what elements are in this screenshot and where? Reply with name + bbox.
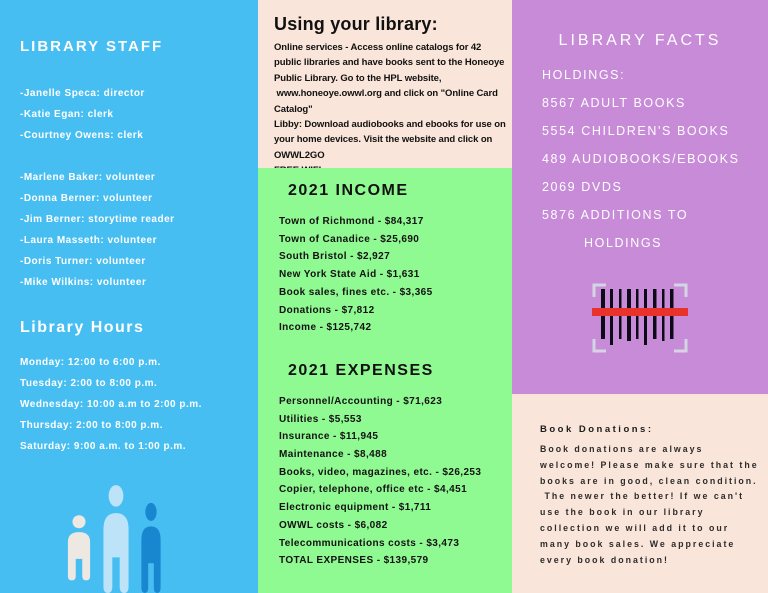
library-facts-title: LIBRARY FACTS [558, 32, 722, 49]
income-item: Town of Canadice - $25,690 [279, 233, 420, 245]
expense-item: Books, video, magazines, etc. - $26,253 [279, 466, 482, 478]
fact-item: HOLDINGS: [542, 68, 626, 82]
fact-item: 489 AUDIOBOOKS/EBOOKS [542, 152, 740, 166]
using-library-title: Using your library: [274, 14, 438, 34]
hours-item: Thursday: 2:00 to 8:00 p.m. [20, 420, 163, 431]
hours-item: Tuesday: 2:00 to 8:00 p.m. [20, 378, 158, 389]
fact-item: 5554 CHILDREN'S BOOKS [542, 124, 730, 138]
expense-item: Telecommunications costs - $3,473 [279, 537, 460, 549]
library-facts-section: LIBRARY FACTS HOLDINGS: 8567 ADULT BOOKS… [512, 0, 768, 394]
expense-item: Copier, telephone, office etc - $4,451 [279, 484, 468, 496]
income-item: Town of Richmond - $84,317 [279, 216, 424, 227]
hours-item: Wednesday: 10:00 a.m to 2:00 p.m. [20, 399, 202, 410]
income-item: Income - $125,742 [279, 322, 372, 334]
hours-title: Library Hours [20, 319, 145, 336]
hours-item: Saturday: 9:00 a.m. to 1:00 p.m. [20, 441, 187, 452]
staff-title: LIBRARY STAFF [20, 38, 164, 55]
left-panel: LIBRARY STAFF -Janelle Speca: director -… [0, 0, 258, 593]
book-donations-title: Book Donations: [540, 424, 654, 435]
income-item: Donations - $7,812 [279, 304, 375, 316]
people-group-icon [64, 484, 164, 593]
using-library-section: Using your library: Online services - Ac… [258, 0, 512, 176]
using-library-body: Online services - Access online catalogs… [274, 42, 506, 176]
income-title: 2021 INCOME [288, 182, 409, 199]
expense-item: Insurance - $11,945 [279, 431, 379, 443]
income-item: New York State Aid - $1,631 [279, 269, 420, 281]
expense-item: Electronic equipment - $1,711 [279, 502, 432, 514]
expense-item: Personnel/Accounting - $71,623 [279, 395, 443, 407]
hours-list: Monday: 12:00 to 6:00 p.m. Tuesday: 2:00… [20, 352, 244, 457]
expenses-list: Personnel/Accounting - $71,623 Utilities… [279, 393, 512, 570]
income-list: Town of Richmond - $84,317 Town of Canad… [279, 213, 512, 337]
expense-item: Utilities - $5,553 [279, 413, 362, 425]
middle-panel: Using your library: Online services - Ac… [258, 0, 512, 593]
staff-list: -Janelle Speca: director -Katie Egan: cl… [20, 83, 244, 146]
expenses-title: 2021 EXPENSES [288, 361, 434, 379]
volunteer: -Mike Wilkins: volunteer [20, 277, 147, 288]
volunteer: -Laura Masseth: volunteer [20, 235, 157, 246]
facts-list: HOLDINGS: 8567 ADULT BOOKS 5554 CHILDREN… [512, 61, 768, 257]
staff-member: -Janelle Speca: director [20, 88, 145, 99]
staff-member: -Katie Egan: clerk [20, 109, 114, 120]
staff-member: -Courtney Owens: clerk [20, 130, 144, 141]
book-donations-section: Book Donations: Book donations are alway… [512, 394, 768, 593]
fact-item: 5876 ADDITIONS TO [542, 208, 689, 222]
fact-item: 8567 ADULT BOOKS [542, 96, 686, 110]
expense-item: Maintenance - $8,488 [279, 449, 388, 461]
barcode-scanner-icon [592, 283, 688, 353]
finance-section: 2021 INCOME Town of Richmond - $84,317 T… [258, 168, 512, 593]
expense-item: TOTAL EXPENSES - $139,579 [279, 555, 429, 567]
volunteer-list: -Marlene Baker: volunteer -Donna Berner:… [20, 167, 244, 293]
volunteer: -Jim Berner: storytime reader [20, 214, 175, 225]
person-icon [141, 502, 161, 593]
right-panel: LIBRARY FACTS HOLDINGS: 8567 ADULT BOOKS… [512, 0, 768, 593]
expense-item: OWWL costs - $6,082 [279, 519, 388, 531]
volunteer: -Doris Turner: volunteer [20, 256, 146, 267]
hours-item: Monday: 12:00 to 6:00 p.m. [20, 357, 161, 368]
income-item: Book sales, fines etc. - $3,365 [279, 286, 433, 298]
book-donations-body: Book donations are always welcome! Pleas… [540, 444, 759, 565]
volunteer: -Marlene Baker: volunteer [20, 172, 156, 183]
fact-item: HOLDINGS [584, 236, 663, 250]
fact-item: 2069 DVDS [542, 180, 623, 194]
income-item: South Bristol - $2,927 [279, 251, 391, 263]
person-icon [67, 515, 91, 581]
person-icon [103, 485, 129, 593]
volunteer: -Donna Berner: volunteer [20, 193, 153, 204]
